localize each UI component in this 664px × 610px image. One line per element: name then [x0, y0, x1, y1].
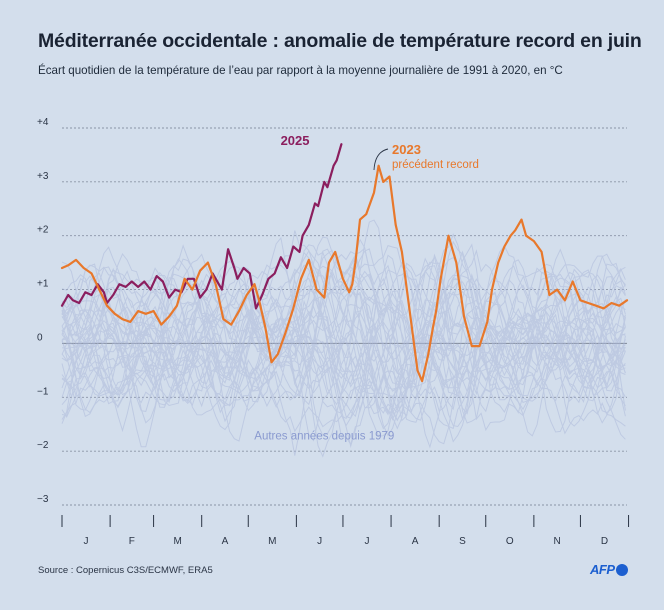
y-tick-label: 0 [37, 332, 43, 343]
month-label: D [601, 536, 608, 547]
other-year-line [61, 250, 626, 375]
label-2023: 2023 [392, 142, 421, 157]
other-year-line [61, 308, 626, 446]
y-tick-label: +4 [37, 117, 49, 128]
other-year-line [61, 273, 626, 448]
other-year-line [61, 244, 626, 396]
month-label: A [222, 536, 229, 547]
annotation-leader-2023 [373, 148, 389, 171]
y-tick-label: +2 [37, 225, 49, 236]
other-year-line [61, 238, 626, 397]
y-tick-label: −2 [37, 440, 49, 451]
afp-logo-dot [615, 563, 628, 576]
y-tick-label: +3 [37, 171, 49, 182]
label-other-years: Autres années depuis 1979 [254, 430, 394, 442]
y-tick-label: −3 [37, 494, 49, 505]
label-2023-sub: précédent record [392, 159, 479, 171]
other-year-line [61, 297, 626, 421]
other-year-line [61, 258, 626, 415]
month-label: J [317, 536, 322, 547]
other-year-line [61, 305, 626, 411]
other-year-line [61, 288, 626, 430]
other-year-line [61, 230, 626, 389]
other-year-line [61, 219, 626, 424]
source-note: Source : Copernicus C3S/ECMWF, ERA5 [38, 565, 213, 576]
other-year-line [61, 322, 626, 412]
month-label: A [412, 536, 419, 547]
other-year-line [61, 269, 626, 449]
chart-subtitle: Écart quotidien de la température de l’e… [38, 64, 563, 77]
other-year-line [61, 236, 626, 401]
month-label: F [129, 536, 135, 547]
other-years-group [61, 219, 626, 458]
month-label: S [459, 536, 466, 547]
other-year-line [61, 270, 626, 379]
month-label: M [268, 536, 276, 547]
month-label: O [506, 536, 514, 547]
label-2025: 2025 [281, 133, 310, 148]
month-label: J [84, 536, 89, 547]
afp-logo-text: AFP [590, 562, 615, 577]
series-line-2023 [60, 164, 629, 383]
y-tick-label: −1 [37, 386, 49, 397]
series-line-2025 [60, 143, 343, 310]
chart-title: Méditerranée occidentale : anomalie de t… [38, 30, 642, 52]
month-label: M [173, 536, 181, 547]
chart-area: −3 −2 −1 0 +1 +2 +3 +4 J F M A M J J A S O N D 2025 2023 précé… [37, 117, 630, 547]
other-year-line [61, 244, 626, 388]
y-tick-label: +1 [37, 279, 49, 290]
other-year-line [61, 270, 626, 442]
month-label: J [365, 536, 370, 547]
afp-logo: AFP [590, 562, 628, 577]
other-year-line [61, 249, 626, 413]
month-label: N [554, 536, 561, 547]
